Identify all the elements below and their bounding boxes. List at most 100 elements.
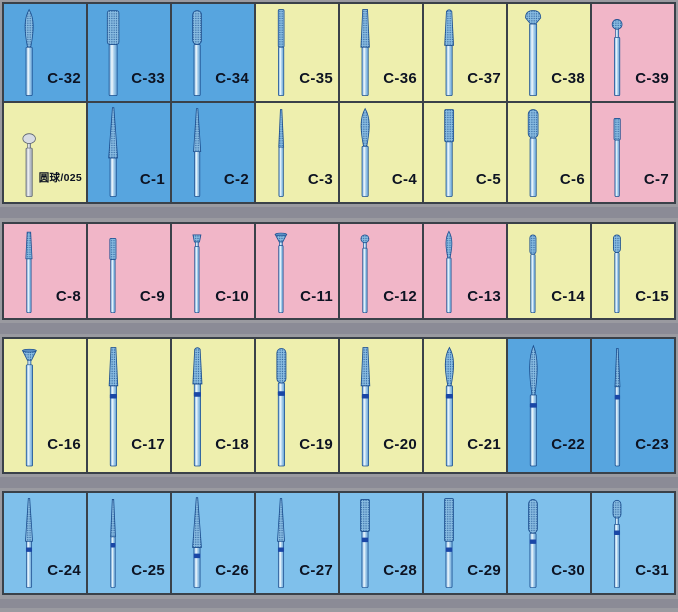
bur-label: C-4 [391,171,417,189]
bur-needle-thin-icon [90,495,136,591]
cell-C-36: C-36 [340,4,422,101]
bur-needle-icon [6,495,52,591]
bur-label: C-12 [383,287,417,305]
bur-label: C-32 [47,70,81,88]
bur-label: C-13 [467,287,501,305]
bur-label: C-7 [643,171,669,189]
cell-C-33: C-33 [88,4,170,101]
bur-needle-icon [174,105,220,200]
cell-C-14: C-14 [508,224,590,318]
bur-cyl-round-icon [174,6,220,99]
bur-label: C-39 [635,70,669,88]
cell-C-7: C-7 [592,103,674,202]
bur-taper-icon [342,342,388,470]
cell-C-15: C-15 [592,224,674,318]
cell-C-3: C-3 [256,103,338,202]
cell-C-22: C-22 [508,339,590,472]
bur-barrel-icon [90,6,136,99]
bur-cyl-small-icon [594,105,640,200]
bur-umbrella-long-icon [6,342,52,470]
bur-label: C-35 [299,70,333,88]
grid-section-row4: C-16 C-17 C-18 C-19 C-20 C-21 C-22 C-23 [2,337,676,474]
cell-C-17: C-17 [88,339,170,472]
bur-label: C-23 [635,436,669,454]
bur-taper-icon [342,6,388,99]
cell-C-39: C-39 [592,4,674,101]
bur-label: 圆球/025 [38,172,82,185]
cell-C-19: C-19 [256,339,338,472]
bur-label: C-1 [139,171,165,189]
bur-label: C-33 [131,70,165,88]
bur-cylinder-icon [342,495,388,591]
bur-label: C-11 [300,287,333,305]
grid-section-top: C-32 C-33 C-34 C-35 C-36 C-37 C-38 C-39 圆球/025 C-… [2,2,676,204]
cell-C-38: C-38 [508,4,590,101]
bur-label: C-31 [635,562,669,579]
bur-ball-icon [342,226,388,316]
bur-label: C-30 [551,562,585,579]
bur-flame-icon [426,342,472,470]
cell-C-30: C-30 [508,493,590,593]
bur-label: C-15 [635,287,669,305]
bur-label: C-8 [55,287,81,305]
bur-cyl-small-icon [90,226,136,316]
bur-label: C-9 [139,287,165,305]
divider-strip [0,323,678,334]
bur-label: C-3 [307,171,333,189]
cell-C-31: C-31 [592,493,674,593]
bur-label: C-16 [47,436,81,454]
bur-flame-icon [342,105,388,200]
bur-taper-small-icon [6,226,52,316]
cell-C-2: C-2 [172,103,254,202]
bur-label: C-2 [223,171,249,189]
bur-needle-long-icon [90,105,136,200]
bur-label: C-20 [383,436,417,454]
cell-C-4: C-4 [340,103,422,202]
bur-label: C-24 [47,562,81,579]
bur-cyl-round-icon [510,495,556,591]
bur-round-ball-icon [6,105,52,200]
cell-025: 圆球/025 [4,103,86,202]
bur-label: C-27 [299,562,333,579]
bur-cyl-round-small-icon [510,226,556,316]
bur-label: C-6 [559,171,585,189]
cell-C-27: C-27 [256,493,338,593]
cell-C-6: C-6 [508,103,590,202]
bur-label: C-36 [383,70,417,88]
bur-label: C-22 [551,436,585,454]
bur-cyl-round-icon [258,342,304,470]
bur-label: C-25 [131,562,165,579]
cell-C-13: C-13 [424,224,506,318]
bur-flame-icon [6,6,52,99]
bur-needle-long-icon [174,495,220,591]
bur-label: C-19 [299,436,333,454]
cell-C-29: C-29 [424,493,506,593]
bur-label: C-17 [131,436,165,454]
cell-C-35: C-35 [256,4,338,101]
bur-bud-small-icon [594,226,640,316]
bur-label: C-28 [383,562,417,579]
bur-taper-round-icon [426,6,472,99]
bur-label: C-10 [215,287,249,305]
bur-bud-neck-icon [594,495,640,591]
bur-umbrella-icon [258,226,304,316]
bur-fissure-icon [258,6,304,99]
bur-taper-round-icon [174,342,220,470]
divider-strip [0,477,678,488]
bur-label: C-38 [551,70,585,88]
cell-C-37: C-37 [424,4,506,101]
bur-label: C-34 [215,70,249,88]
bur-label: C-18 [215,436,249,454]
cell-C-32: C-32 [4,4,86,101]
cell-C-10: C-10 [172,224,254,318]
cell-C-12: C-12 [340,224,422,318]
cell-C-21: C-21 [424,339,506,472]
cell-C-18: C-18 [172,339,254,472]
grid-section-row3: C-8 C-9 C-10 C-11 C-12 C-13 C-14 C-15 [2,222,676,320]
cell-C-25: C-25 [88,493,170,593]
cell-C-16: C-16 [4,339,86,472]
bur-needle-thin-icon [258,105,304,200]
cell-C-26: C-26 [172,493,254,593]
bur-dome-icon [510,6,556,99]
bur-cylinder-long-icon [426,495,472,591]
